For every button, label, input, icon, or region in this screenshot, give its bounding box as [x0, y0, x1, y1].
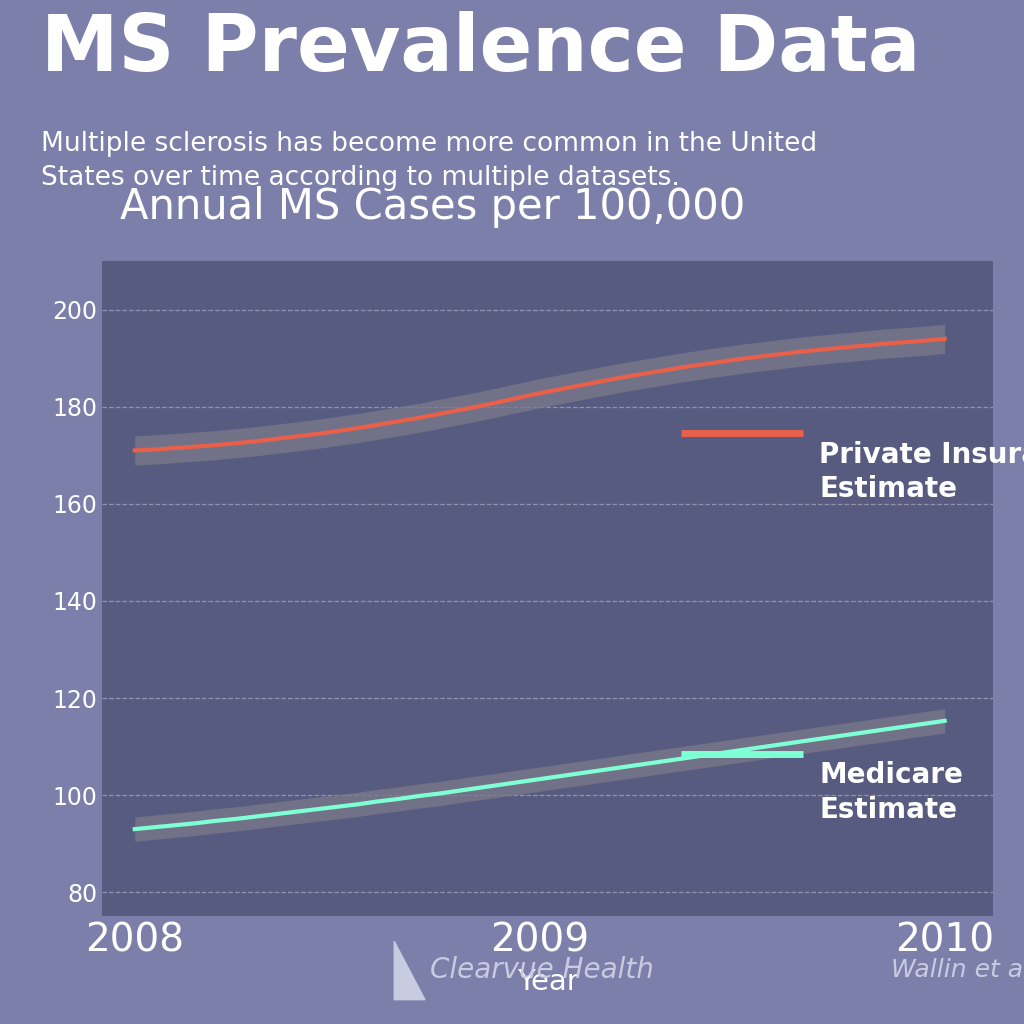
- Text: Private Insurance
Estimate: Private Insurance Estimate: [819, 440, 1024, 504]
- Polygon shape: [394, 941, 425, 999]
- Text: Medicare
Estimate: Medicare Estimate: [819, 761, 963, 823]
- X-axis label: Year: Year: [517, 968, 579, 995]
- Text: Multiple sclerosis has become more common in the United
States over time accordi: Multiple sclerosis has become more commo…: [41, 131, 817, 190]
- Text: MS Prevalence Data: MS Prevalence Data: [41, 11, 921, 87]
- Text: Annual MS Cases per 100,000: Annual MS Cases per 100,000: [120, 186, 745, 228]
- Text: Wallin et al: Wallin et al: [891, 958, 1024, 982]
- Text: Clearvue Health: Clearvue Health: [430, 956, 654, 984]
